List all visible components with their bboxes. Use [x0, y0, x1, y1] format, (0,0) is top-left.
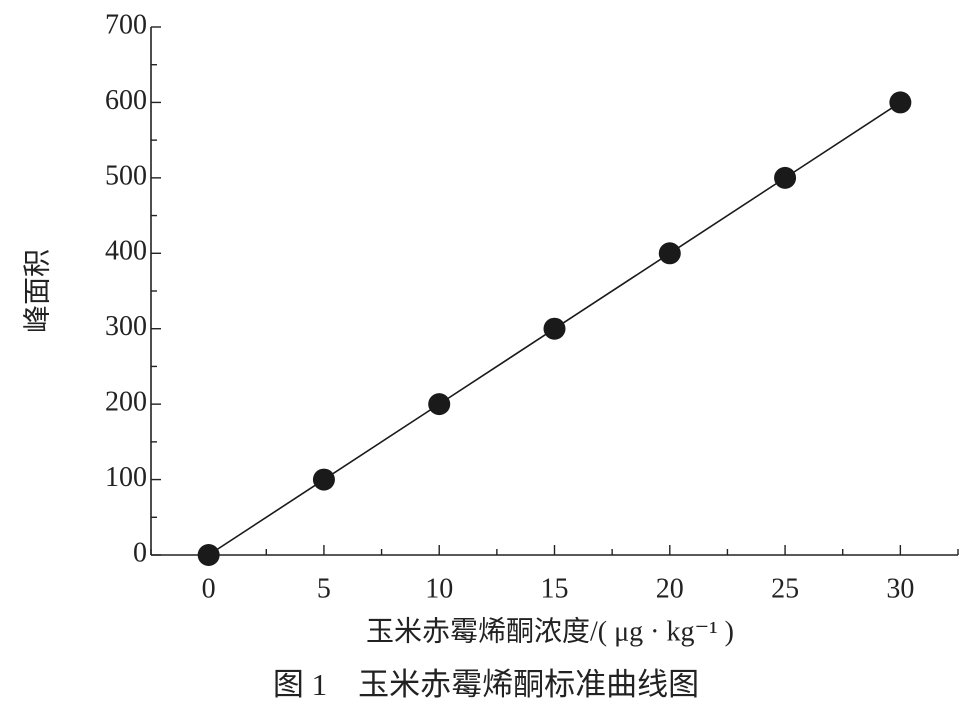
y-tick-label: 400 [105, 236, 147, 267]
x-tick-label: 20 [656, 573, 684, 604]
x-tick-label: 0 [202, 573, 216, 604]
data-point [774, 166, 797, 189]
x-tick-label: 5 [317, 573, 331, 604]
y-tick-label: 100 [105, 462, 147, 493]
x-tick-label: 10 [425, 573, 453, 604]
y-tick-label: 700 [105, 9, 147, 40]
data-point [543, 317, 566, 340]
x-tick-label: 15 [541, 573, 569, 604]
data-point [889, 91, 912, 114]
data-point [658, 242, 681, 265]
y-tick-label: 600 [105, 85, 147, 116]
x-tick-label: 30 [886, 573, 914, 604]
y-axis-label: 峰面积 [21, 249, 53, 333]
data-point [312, 468, 335, 491]
x-axis-label: 玉米赤霉烯酮浓度/( μg · kg⁻¹ ) [366, 615, 734, 647]
data-point [428, 393, 451, 416]
y-tick-label: 500 [105, 160, 147, 191]
y-tick-label: 300 [105, 311, 147, 342]
y-tick-label: 200 [105, 387, 147, 418]
data-point [197, 544, 220, 566]
x-tick-label: 25 [771, 573, 799, 604]
caption: 图 1 玉米赤霉烯酮标准曲线图 [273, 667, 699, 702]
y-tick-label: 0 [133, 537, 147, 568]
